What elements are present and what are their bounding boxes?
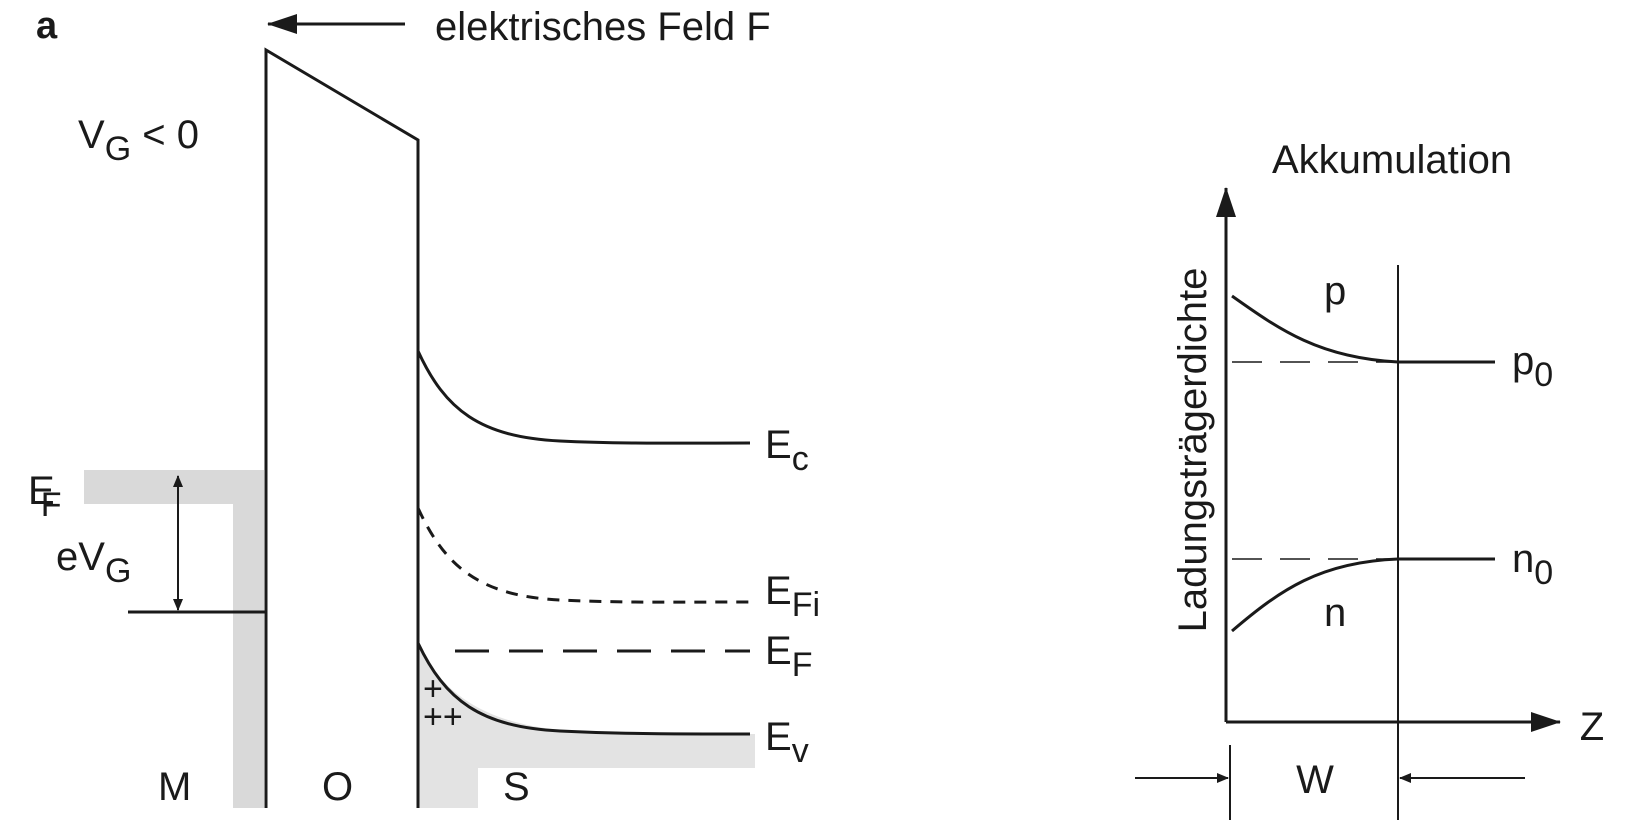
x-axis-label: Z (1580, 705, 1604, 749)
metal-shading (84, 470, 264, 808)
efi-label: EFi (765, 569, 820, 624)
panel-label: a (36, 5, 58, 47)
n-curve (1231, 557, 1495, 633)
plot-title: Akkumulation (1272, 138, 1512, 182)
right-panel: Akkumulation Z Ladungsträgerdichte p n p… (1135, 138, 1604, 820)
gate-voltage-label: VG < 0 (78, 113, 199, 168)
conduction-band-curve (416, 350, 751, 445)
p0-label: p0 (1512, 339, 1553, 394)
n0-label: n0 (1512, 537, 1553, 592)
holes-row2: ++ (423, 698, 463, 736)
region-metal-label: M (158, 765, 191, 809)
ev-label: Ev (765, 715, 809, 770)
p-curve-label: p (1324, 269, 1346, 313)
intrinsic-fermi-curve (416, 507, 751, 604)
left-panel: a elektrisches Feld F VG < 0 EF eVG Ec E… (28, 5, 820, 809)
holes-row1: + (423, 670, 443, 708)
metal-fermi-label: EF (28, 469, 61, 524)
ef-label: EF (765, 629, 812, 684)
gate-energy-label: eVG (56, 535, 131, 590)
region-semiconductor-label: S (503, 765, 530, 809)
y-axis-label: Ladungsträgerdichte (1171, 268, 1215, 633)
p-curve (1231, 294, 1495, 364)
region-oxide-label: O (322, 765, 353, 809)
oxide-barrier (264, 47, 420, 808)
valence-band-curve (416, 642, 751, 736)
n-curve-label: n (1324, 591, 1346, 635)
valence-band-shading (418, 643, 755, 808)
width-label: W (1296, 758, 1334, 802)
field-label: elektrisches Feld F (435, 5, 771, 49)
ec-label: Ec (765, 423, 809, 478)
